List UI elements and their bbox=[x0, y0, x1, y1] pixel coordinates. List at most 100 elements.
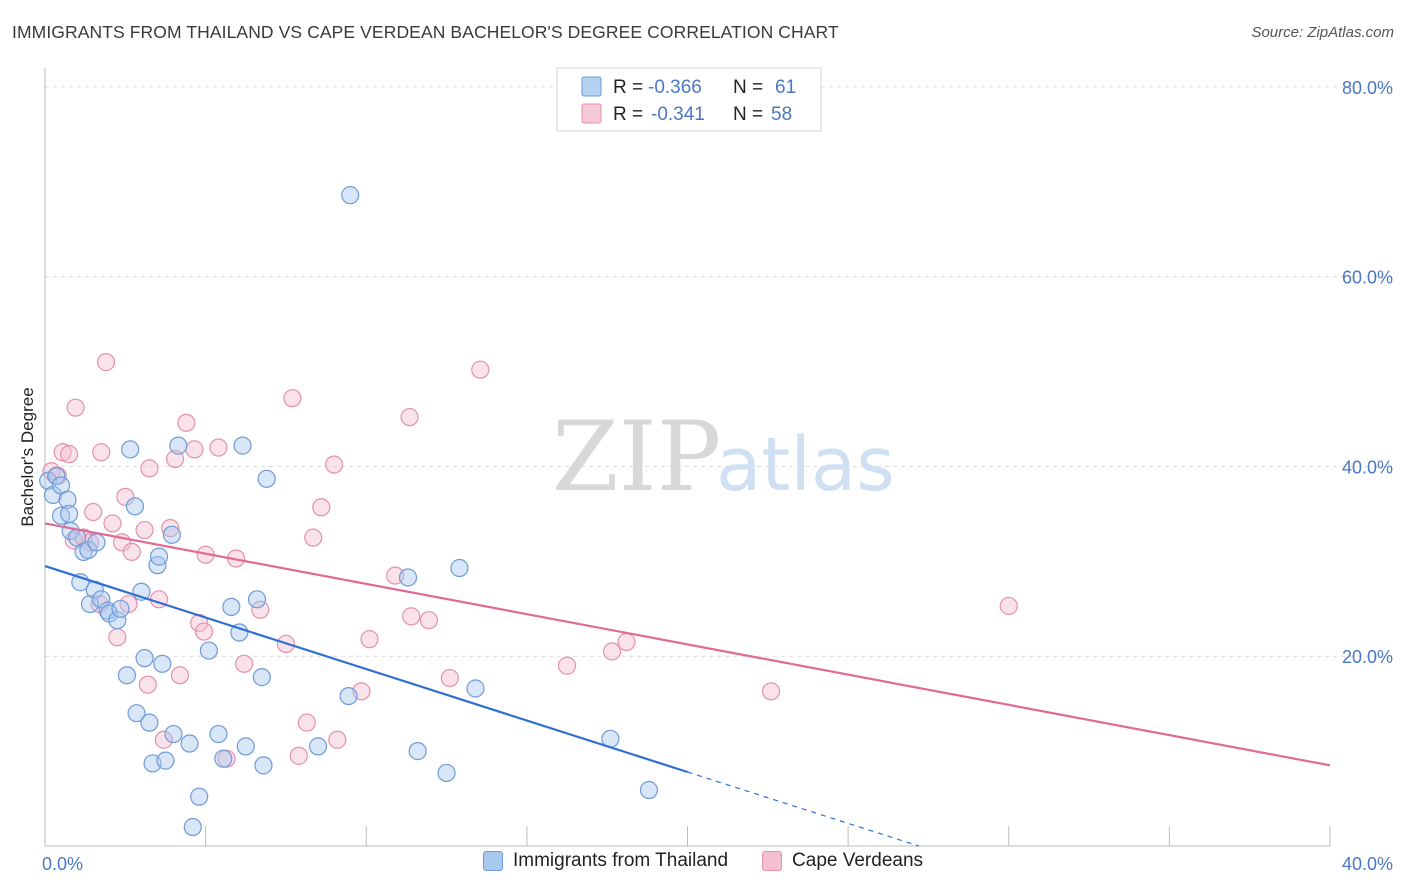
stats-r-value-thailand: -0.366 bbox=[648, 77, 702, 98]
thailand-point-12 bbox=[80, 594, 100, 614]
cape-point-40 bbox=[304, 528, 323, 547]
stats-swatch-cape bbox=[581, 103, 602, 124]
thailand-point-25 bbox=[135, 649, 154, 668]
legend-swatch-cape bbox=[762, 851, 783, 871]
cape-point-19 bbox=[138, 675, 157, 694]
y-tick-label-60: 60.0% bbox=[1342, 268, 1393, 288]
thailand-point-19 bbox=[111, 599, 130, 618]
cape-point-3 bbox=[59, 445, 79, 464]
legend-label-thailand: Immigrants from Thailand bbox=[512, 850, 729, 871]
watermark-atlas: atlas bbox=[716, 422, 895, 508]
cape-point-37 bbox=[283, 389, 302, 408]
thailand-point-51 bbox=[339, 686, 358, 706]
thailand-point-35 bbox=[180, 734, 199, 753]
legend: Immigrants from Thailand Cape Verdeans bbox=[0, 850, 1406, 872]
cape-point-56 bbox=[999, 596, 1018, 616]
cape-point-42 bbox=[328, 730, 347, 749]
thailand-point-5 bbox=[58, 490, 77, 509]
thailand-point-15 bbox=[92, 590, 111, 609]
thailand-point-20 bbox=[117, 666, 137, 685]
cape-point-47 bbox=[400, 408, 419, 427]
thailand-point-45 bbox=[247, 590, 267, 609]
stats-n-label-thailand: N = bbox=[733, 77, 763, 98]
legend-swatch-thailand bbox=[482, 851, 503, 871]
stats-r-value-cape: -0.341 bbox=[651, 104, 705, 125]
cape-point-35 bbox=[251, 600, 270, 619]
thailand-point-39 bbox=[209, 724, 228, 744]
stats-r-label-cape: R = bbox=[613, 104, 643, 125]
cape-point-41 bbox=[312, 498, 331, 517]
thailand-point-54 bbox=[437, 763, 456, 783]
cape-point-39 bbox=[297, 713, 316, 732]
thailand-point-58 bbox=[639, 780, 659, 800]
thailand-point-46 bbox=[252, 668, 271, 687]
cape-point-45 bbox=[360, 630, 379, 649]
cape-point-11 bbox=[96, 353, 116, 372]
cape-verdean-points bbox=[42, 353, 1018, 768]
x-tick-label-max: 40.0% bbox=[1342, 854, 1393, 874]
cape-point-31 bbox=[209, 438, 228, 457]
legend-label-cape: Cape Verdeans bbox=[792, 850, 924, 871]
cape-point-54 bbox=[617, 632, 636, 652]
cape-point-17 bbox=[122, 542, 141, 561]
thailand-point-44 bbox=[236, 737, 255, 756]
cape-point-25 bbox=[170, 666, 190, 685]
thailand-points bbox=[39, 186, 659, 837]
cape-point-52 bbox=[557, 656, 577, 675]
cape-point-50 bbox=[440, 668, 459, 688]
cape-point-13 bbox=[108, 628, 127, 647]
y-tick-label-20: 20.0% bbox=[1342, 647, 1393, 667]
cape-point-22 bbox=[154, 730, 173, 749]
thailand-point-49 bbox=[308, 737, 328, 756]
thailand-point-22 bbox=[125, 497, 145, 516]
thailand-point-2 bbox=[47, 466, 66, 486]
cape-point-29 bbox=[194, 622, 214, 641]
cape-point-8 bbox=[84, 502, 103, 522]
cape-point-26 bbox=[177, 413, 196, 432]
stats-r-label-thailand: R = bbox=[613, 77, 643, 98]
thailand-point-42 bbox=[230, 623, 249, 642]
thailand-point-50 bbox=[341, 186, 360, 205]
cape-point-10 bbox=[92, 443, 111, 462]
y-tick-labels: 20.0% 40.0% 60.0% 80.0% bbox=[1342, 78, 1393, 667]
thailand-point-14 bbox=[87, 533, 106, 552]
cape-point-27 bbox=[185, 440, 204, 459]
cape-point-2 bbox=[53, 443, 72, 462]
legend-item-cape[interactable]: Cape Verdeans bbox=[762, 850, 923, 872]
thailand-trend-extension bbox=[687, 771, 919, 847]
thailand-point-37 bbox=[183, 817, 202, 837]
thailand-point-36 bbox=[190, 787, 209, 806]
chart-title: IMMIGRANTS FROM THAILAND VS CAPE VERDEAN… bbox=[12, 22, 839, 42]
thailand-point-23 bbox=[127, 704, 146, 723]
legend-item-thailand[interactable]: Immigrants from Thailand bbox=[482, 850, 729, 872]
watermark-zip: ZIP bbox=[552, 401, 721, 513]
y-axis-label: Bachelor's Degree bbox=[18, 387, 37, 526]
stats-n-value-thailand: 61 bbox=[775, 77, 796, 98]
cape-point-43 bbox=[325, 455, 344, 474]
thailand-point-55 bbox=[450, 558, 469, 578]
stats-box: R = -0.366 N = 61 R = -0.341 N = 58 bbox=[556, 67, 822, 132]
y-tick-label-40: 40.0% bbox=[1342, 457, 1393, 477]
stats-n-value-cape: 58 bbox=[771, 104, 792, 125]
thailand-point-18 bbox=[108, 611, 127, 630]
thailand-point-6 bbox=[59, 504, 79, 524]
cape-point-20 bbox=[140, 459, 159, 478]
cape-point-38 bbox=[289, 746, 308, 765]
thailand-trend-line bbox=[44, 565, 688, 774]
cape-point-23 bbox=[161, 519, 180, 538]
x-ticks bbox=[44, 826, 1331, 846]
x-tick-label-min: 0.0% bbox=[42, 854, 83, 874]
stats-n-label-cape: N = bbox=[733, 104, 763, 125]
thailand-point-43 bbox=[233, 436, 252, 455]
cape-point-5 bbox=[66, 398, 85, 417]
thailand-point-33 bbox=[164, 724, 183, 744]
cape-point-12 bbox=[103, 514, 122, 533]
thailand-point-56 bbox=[466, 679, 485, 698]
cape-point-48 bbox=[402, 607, 421, 626]
gridlines bbox=[45, 86, 1392, 657]
stats-swatch-thailand bbox=[581, 76, 602, 97]
source-label: Source: ZipAtlas.com bbox=[1251, 24, 1394, 41]
cape-point-49 bbox=[419, 611, 438, 630]
cape-point-55 bbox=[761, 682, 781, 701]
thailand-point-30 bbox=[153, 654, 172, 673]
